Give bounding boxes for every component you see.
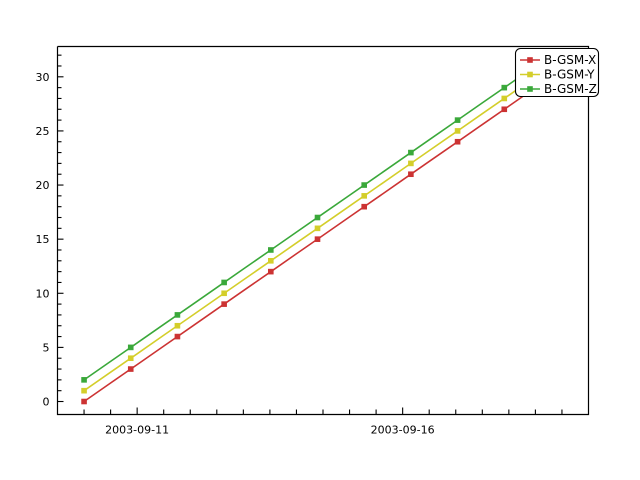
series-line [83, 76, 536, 392]
data-point-marker [174, 333, 181, 340]
legend-item-b-gsm-z[interactable]: B-GSM-Z [520, 82, 597, 96]
legend-marker-swatch [527, 86, 533, 92]
data-point-marker [501, 95, 508, 102]
data-point-marker [361, 203, 367, 210]
x-axis-tick-labels: 2003-09-11 2003-09-16 [105, 424, 434, 437]
legend-item-label: B-GSM-Z [544, 82, 597, 96]
legend-item-label: B-GSM-X [544, 53, 596, 67]
legend[interactable]: B-GSM-XB-GSM-YB-GSM-Z [514, 47, 600, 98]
data-point-marker [81, 377, 87, 383]
y-tick-label: 15 [36, 233, 50, 246]
axes-border [56, 45, 590, 416]
data-point-marker [221, 279, 227, 286]
data-point-marker [314, 236, 321, 242]
data-point-marker [81, 398, 87, 405]
y-tick-label: 25 [36, 125, 50, 138]
legend-marker-swatch [527, 57, 533, 63]
data-point-marker [268, 247, 274, 253]
data-point-marker [221, 290, 227, 297]
x-tick-label: 2003-09-11 [105, 424, 169, 437]
data-point-marker [127, 355, 134, 362]
data-point-marker [268, 268, 274, 275]
series-line [83, 65, 536, 381]
data-point-marker [454, 117, 461, 123]
y-axis-ticks [57, 54, 64, 403]
data-point-marker [174, 312, 181, 318]
data-point-marker [361, 193, 367, 199]
x-tick-label: 2003-09-16 [371, 424, 435, 437]
legend-marker-swatch [527, 71, 533, 78]
series-b-gsm-y [81, 76, 536, 394]
data-point-marker [454, 138, 461, 145]
data-point-marker [221, 301, 227, 307]
legend-item-label: B-GSM-Y [544, 68, 595, 82]
y-tick-label: 5 [43, 341, 50, 354]
data-point-marker [174, 322, 181, 329]
data-point-marker [361, 182, 367, 188]
data-point-marker [314, 214, 321, 221]
data-point-marker [408, 149, 414, 156]
x-axis-ticks [83, 407, 563, 415]
data-point-marker [81, 387, 87, 394]
data-point-marker [501, 84, 508, 91]
legend-item-b-gsm-x[interactable]: B-GSM-X [520, 53, 596, 67]
plot-frame [56, 45, 590, 416]
series-b-gsm-x [81, 86, 536, 405]
data-point-marker [501, 106, 508, 113]
legend-entries[interactable]: B-GSM-XB-GSM-YB-GSM-Z [520, 53, 597, 96]
data-point-marker [408, 160, 414, 167]
legend-item-b-gsm-y[interactable]: B-GSM-Y [520, 68, 595, 82]
y-tick-label: 20 [36, 179, 50, 192]
data-point-marker [268, 258, 274, 264]
y-tick-label: 30 [36, 71, 50, 84]
y-tick-label: 10 [36, 287, 50, 300]
series-b-gsm-z [81, 65, 536, 383]
data-series-layer [81, 65, 536, 405]
y-tick-label: 0 [43, 396, 50, 409]
data-point-marker [454, 128, 461, 134]
data-point-marker [314, 225, 321, 232]
data-point-marker [127, 366, 134, 372]
y-axis-tick-labels: 0 5 10 15 20 25 30 [36, 71, 50, 409]
data-point-marker [408, 171, 414, 178]
series-line [83, 86, 536, 403]
data-point-marker [127, 344, 134, 351]
